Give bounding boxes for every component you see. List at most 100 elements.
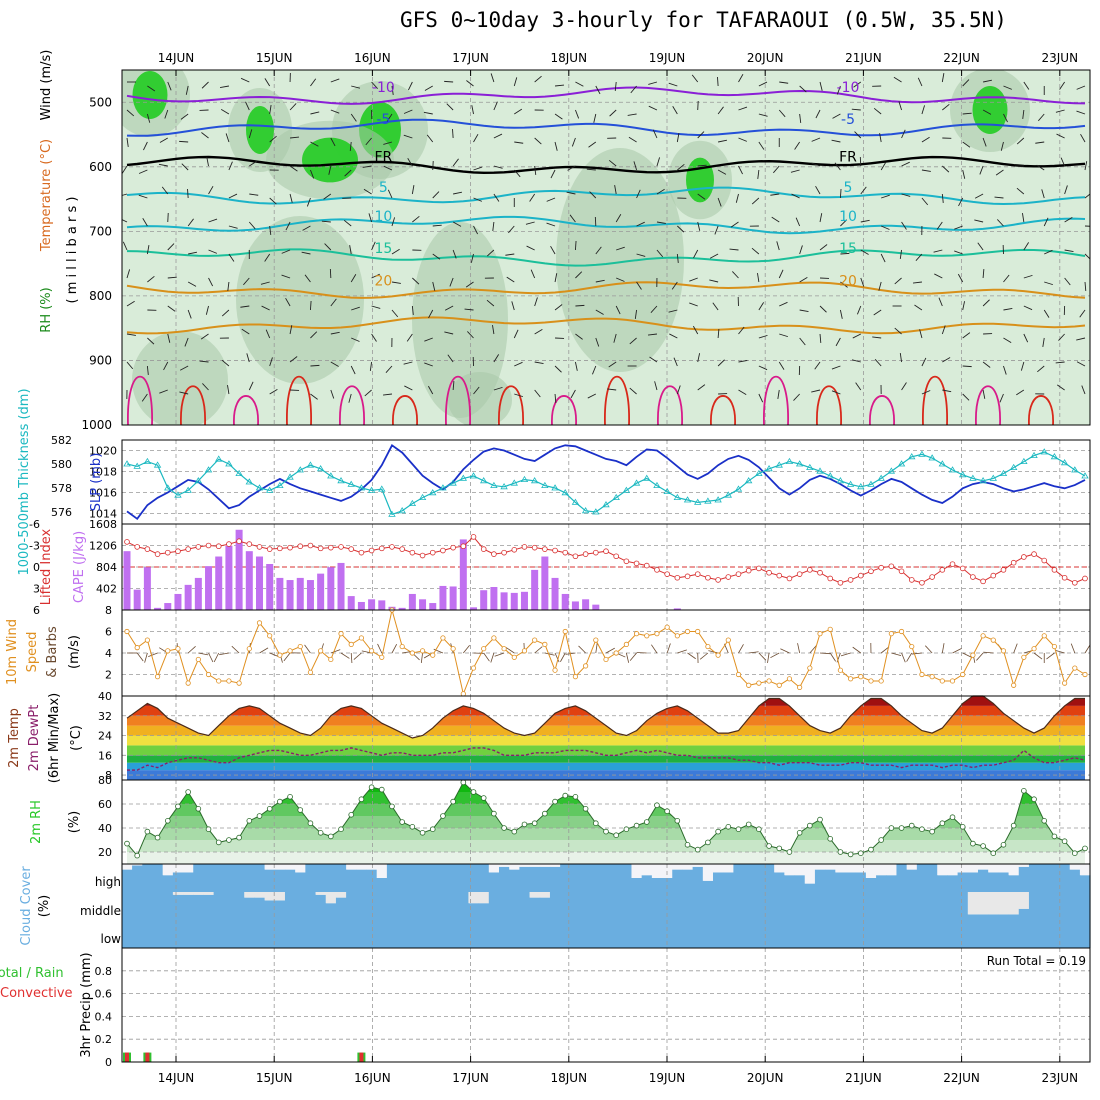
wind-barb — [933, 249, 943, 253]
cloud-low-bar — [692, 920, 704, 948]
thickness-tick-label: 582 — [51, 434, 72, 447]
wind-barb — [776, 241, 780, 251]
cloud-low-bar — [498, 920, 510, 948]
wind-speed-point — [827, 626, 833, 632]
cloud-low-bar — [254, 920, 266, 948]
rh2m-point — [205, 826, 212, 832]
wind-barb-10m — [880, 646, 890, 654]
wind-barb — [205, 305, 209, 315]
cloud-low-bar — [763, 920, 775, 948]
cloud-high-bar — [743, 864, 755, 892]
surface-isotherm — [286, 375, 312, 425]
wind-barb — [187, 281, 197, 287]
cloud-gap — [1069, 864, 1081, 870]
wind-speed-point — [858, 674, 864, 680]
wind-barb — [1044, 281, 1053, 286]
wind-barb — [453, 191, 463, 195]
wind-barb-10m — [738, 644, 744, 654]
wind-barb — [758, 302, 765, 311]
wind-barb — [676, 253, 679, 263]
cape-bar — [398, 607, 406, 610]
wind-barb-10m — [187, 646, 196, 654]
wind-barb — [894, 327, 902, 335]
rh2m-point — [215, 839, 222, 846]
isotherm-line — [126, 215, 1086, 235]
precip-tick-label: 0.4 — [95, 1010, 113, 1023]
wind-barb — [636, 189, 641, 199]
rh2m-point — [857, 850, 864, 856]
wind-barb — [921, 390, 931, 395]
surface-isotherm — [975, 385, 1001, 425]
surface-isotherm — [922, 375, 948, 425]
wind-barb — [534, 361, 544, 365]
rh2m-point — [236, 834, 242, 841]
thickness-point — [1020, 457, 1028, 464]
cloud-low-bar — [1059, 920, 1071, 948]
cloud-high-bar — [611, 864, 622, 892]
wind-barb — [530, 269, 536, 279]
wind-barb — [330, 137, 336, 147]
wind-barb — [199, 360, 209, 363]
wind-barb — [656, 188, 665, 195]
cloud-low-bar — [183, 920, 194, 948]
lifted-index-point — [694, 571, 701, 577]
wind-barb — [738, 137, 748, 142]
cloud-gap — [244, 892, 255, 898]
thickness-point — [184, 486, 192, 493]
cloud-middle-bar — [641, 892, 653, 920]
wind-barb — [403, 109, 413, 114]
rh2m-point — [552, 798, 558, 805]
wind-barb — [1056, 384, 1065, 391]
date-label-top: 20JUN — [747, 51, 784, 65]
isotherm-label: 15 — [374, 241, 392, 257]
rh-tick-label: 80 — [98, 774, 112, 787]
precip-units-label: 3hr Precip (mm) — [79, 952, 94, 1057]
wind-barb — [208, 218, 218, 223]
wind-barb-10m — [605, 647, 615, 654]
cloud-low-bar — [733, 920, 745, 948]
wind-barb — [636, 253, 646, 257]
cloud-high-bar — [672, 869, 683, 892]
wind-barb — [921, 357, 927, 367]
thickness-point — [296, 466, 304, 473]
cape-tick-label: 804 — [96, 561, 117, 574]
thickness-point — [367, 486, 376, 493]
cape-bar — [225, 545, 233, 610]
wind-barb — [403, 361, 413, 365]
thickness-axis-label: 1000-500mb Thickness (dm) — [17, 388, 32, 575]
wind-barb-10m — [651, 644, 658, 654]
rh2m-point — [429, 826, 436, 832]
wind-barb — [227, 385, 230, 395]
cloud-low-bar — [560, 920, 571, 948]
wind-barb — [179, 140, 189, 143]
wind-barb — [1023, 274, 1033, 279]
cloud-middle-bar — [621, 892, 632, 920]
wind-barb — [1016, 187, 1025, 195]
cloud-middle-bar — [488, 892, 500, 920]
temperature-band — [127, 755, 1085, 763]
cloud-middle-bar — [1079, 892, 1091, 920]
cape-bar — [408, 593, 416, 610]
cloud-high-bar — [804, 883, 816, 892]
lifted-index-point — [154, 551, 161, 557]
rh2m-point — [399, 819, 405, 825]
wind-barb — [310, 364, 320, 367]
cloud-high-bar — [1059, 864, 1071, 892]
thickness-point — [979, 477, 987, 484]
cloud-gap — [988, 864, 999, 873]
wind-speed-point — [960, 671, 966, 678]
cloud-middle-bar — [1059, 892, 1071, 920]
date-label-top: 22JUN — [943, 51, 980, 65]
wind-barb — [574, 361, 578, 371]
surface-isotherm — [392, 395, 418, 425]
wind-barb — [147, 275, 155, 283]
slp-tick-label: 1018 — [89, 466, 117, 479]
wind-barb — [126, 300, 135, 307]
wind-barb-10m — [901, 652, 906, 663]
isotherm-label: FR — [839, 150, 857, 166]
rh2m-point — [929, 828, 935, 835]
rh2m-point — [480, 795, 487, 801]
lifted-index-point — [470, 534, 477, 540]
wind-speed-point — [1041, 633, 1047, 639]
wind-barb — [977, 242, 984, 251]
